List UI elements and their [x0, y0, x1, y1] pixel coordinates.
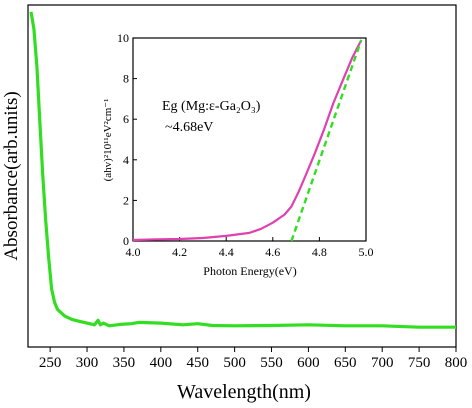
main-x-tick-label: 450 [186, 355, 209, 371]
inset-plot-frame [132, 37, 367, 242]
inset-x-axis-title: Photon Energy(eV) [203, 264, 296, 278]
main-x-tick-label: 600 [297, 355, 320, 371]
inset-series-line [132, 39, 363, 242]
main-x-tick-label: 500 [223, 355, 246, 371]
main-x-tick-label: 550 [260, 355, 283, 371]
main-y-axis-title: Absorbance(arb.units) [1, 91, 22, 260]
inset-annotation-bandgap: ~4.68eV [165, 120, 213, 135]
main-series-line [29, 11, 456, 329]
main-series [29, 11, 456, 329]
main-x-tick-label: 750 [408, 355, 431, 371]
inset-y-tick-label: 4 [123, 153, 129, 167]
inset-y-tick-label: 2 [123, 193, 129, 207]
inset-y-tick-label: 0 [123, 234, 129, 248]
main-plot-frame [27, 4, 457, 348]
inset-x-tick-label: 5.0 [359, 245, 374, 259]
main-x-tick-label: 400 [150, 355, 173, 371]
inset-x-tick-label: 4.8 [312, 245, 327, 259]
inset-x-tick-label: 4.6 [265, 245, 280, 259]
inset-ticks: 4.0 4.2 4.4 4.6 4.8 5.0 0 2 4 6 8 10 [117, 31, 374, 259]
inset-x-tick-label: 4.4 [219, 245, 234, 259]
main-x-ticks: 250 300 350 400 450 500 550 600 650 700 750 800 [39, 347, 467, 371]
inset-x-tick-label: 4.2 [172, 245, 187, 259]
main-x-axis-title: Wavelength(nm) [177, 381, 311, 403]
main-x-tick-label: 350 [113, 355, 136, 371]
inset-annotation-material: Eg (Mg:ε-Ga₂O₃) [162, 99, 261, 114]
inset-y-tick-label: 6 [123, 112, 129, 126]
inset-y-tick-label: 8 [123, 72, 129, 86]
inset-tauc-fit-line [290, 39, 363, 242]
inset-series [132, 39, 363, 242]
main-x-tick-label: 300 [76, 355, 99, 371]
main-x-tick-label: 700 [371, 355, 394, 371]
inset-x-tick-label: 4.0 [126, 245, 141, 259]
main-x-tick-label: 800 [445, 355, 468, 371]
inset-y-axis-title: (ahv)²10¹¹eV²cm⁻¹ [102, 99, 114, 182]
inset-y-tick-label: 10 [117, 31, 129, 45]
main-x-tick-label: 650 [334, 355, 357, 371]
main-x-tick-label: 250 [39, 355, 62, 371]
